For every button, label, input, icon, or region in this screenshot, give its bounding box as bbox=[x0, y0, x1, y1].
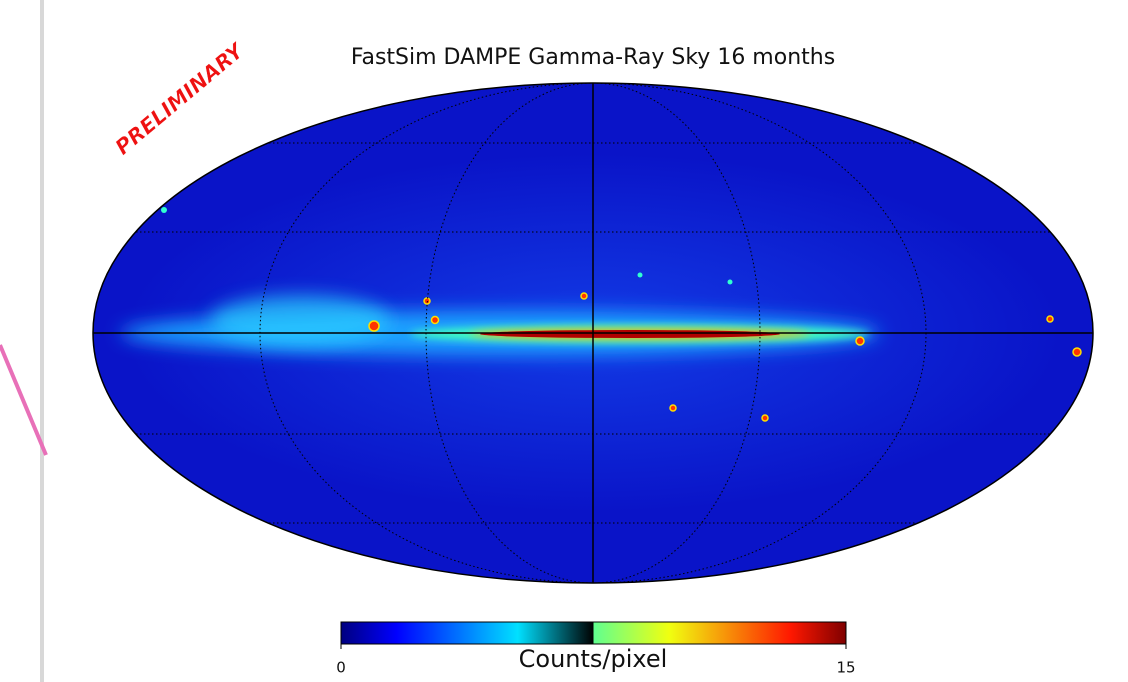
point-source bbox=[1072, 347, 1082, 357]
galactic-plane-outer bbox=[210, 295, 390, 345]
colorbar-label: Counts/pixel bbox=[519, 645, 668, 673]
colorbar bbox=[340, 621, 847, 645]
point-source bbox=[430, 315, 440, 325]
sky-map bbox=[93, 83, 1093, 583]
point-source bbox=[761, 414, 769, 422]
point-source bbox=[161, 207, 167, 213]
point-source bbox=[580, 292, 588, 300]
point-source bbox=[1046, 315, 1054, 323]
point-source bbox=[368, 320, 380, 332]
point-source bbox=[637, 272, 643, 278]
decorative-line bbox=[0, 344, 48, 456]
point-sources bbox=[161, 207, 1082, 422]
sky-outline bbox=[92, 82, 1094, 584]
colorbar-tick-label: 15 bbox=[836, 659, 855, 677]
point-source bbox=[727, 279, 733, 285]
galactic-plane-core bbox=[480, 330, 780, 338]
point-source bbox=[669, 404, 677, 412]
point-source bbox=[855, 336, 865, 346]
colorbar-tick-label: 0 bbox=[336, 659, 346, 677]
title: FastSim DAMPE Gamma-Ray Sky 16 months bbox=[351, 45, 835, 70]
watermark: PRELIMINARY bbox=[111, 38, 250, 160]
